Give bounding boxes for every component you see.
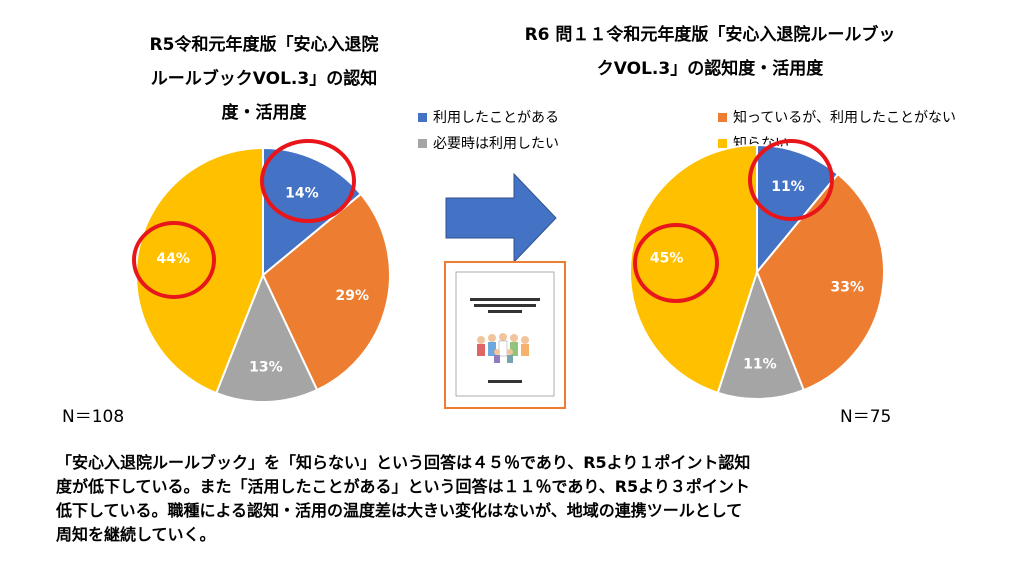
left-slice-label: 44% [156,251,190,267]
right-sample-size: N＝75 [840,407,892,427]
right-pie-slice [756,143,840,275]
legend-swatch [418,138,427,148]
left-pie-slice [214,272,319,403]
summary-line: 「安心入退院ルールブック」を「知らない」という回答は４５％であり、R5より１ポイ… [56,453,751,472]
right-pie-slice [629,143,758,395]
right-title-line: R6 問１１令和元年度版「安心入退院ルールブッ [524,25,896,45]
legend-item-known-not-used: 知っているが、利用したことがない [718,107,956,127]
left-title-line: 度・活用度 [221,103,307,123]
right-slice-label: 11% [771,179,805,195]
left-pie-slice [262,146,363,278]
legend-label: 知っているが、利用したことがない [733,110,957,126]
legend-swatch [418,112,427,122]
left-highlight-circle [260,139,356,223]
left-highlight-circle [132,221,216,299]
right-pie-slice [755,172,885,392]
legend-item-used: 利用したことがある [418,107,559,127]
left-sample-size: N＝108 [62,407,125,427]
legend-label: 必要時は利用したい [433,136,559,152]
left-title-line: ルールブックVOL.3」の認知 [150,69,378,89]
right-pie-slice [716,269,806,400]
legend-swatch [718,138,727,148]
summary-line: 度が低下している。また「活用したことがある」という回答は１１％であり、R5より３… [56,477,750,496]
left-slice-label: 29% [335,288,369,304]
left-slice-label: 13% [249,359,283,375]
legend-item-want-to-use: 必要時は利用したい [418,133,559,153]
right-slice-label: 11% [743,356,777,372]
left-slice-label: 14% [285,185,319,201]
right-highlight-circle [633,223,719,303]
left-chart-title: R5令和元年度版「安心入退院 ルールブックVOL.3」の認知 度・活用度 [112,28,416,130]
right-chart-title: R6 問１１令和元年度版「安心入退院ルールブッ クVOL.3」の認知度・活用度 [462,18,958,86]
right-highlight-circle [748,139,834,221]
left-title-line: R5令和元年度版「安心入退院 [149,35,379,55]
summary-text: 「安心入退院ルールブック」を「知らない」という回答は４５％であり、R5より１ポイ… [56,451,986,547]
summary-line: 周知を継続していく。 [56,525,216,544]
summary-line: 低下している。職種による認知・活用の温度差は大きい変化はないが、地域の連携ツール… [56,501,743,520]
right-slice-label: 45% [650,251,684,267]
legend-label: 利用したことがある [433,110,559,126]
left-pie-slice [135,146,264,395]
right-title-line: クVOL.3」の認知度・活用度 [596,59,824,79]
legend-swatch [718,112,727,122]
right-slice-label: 33% [831,279,865,295]
